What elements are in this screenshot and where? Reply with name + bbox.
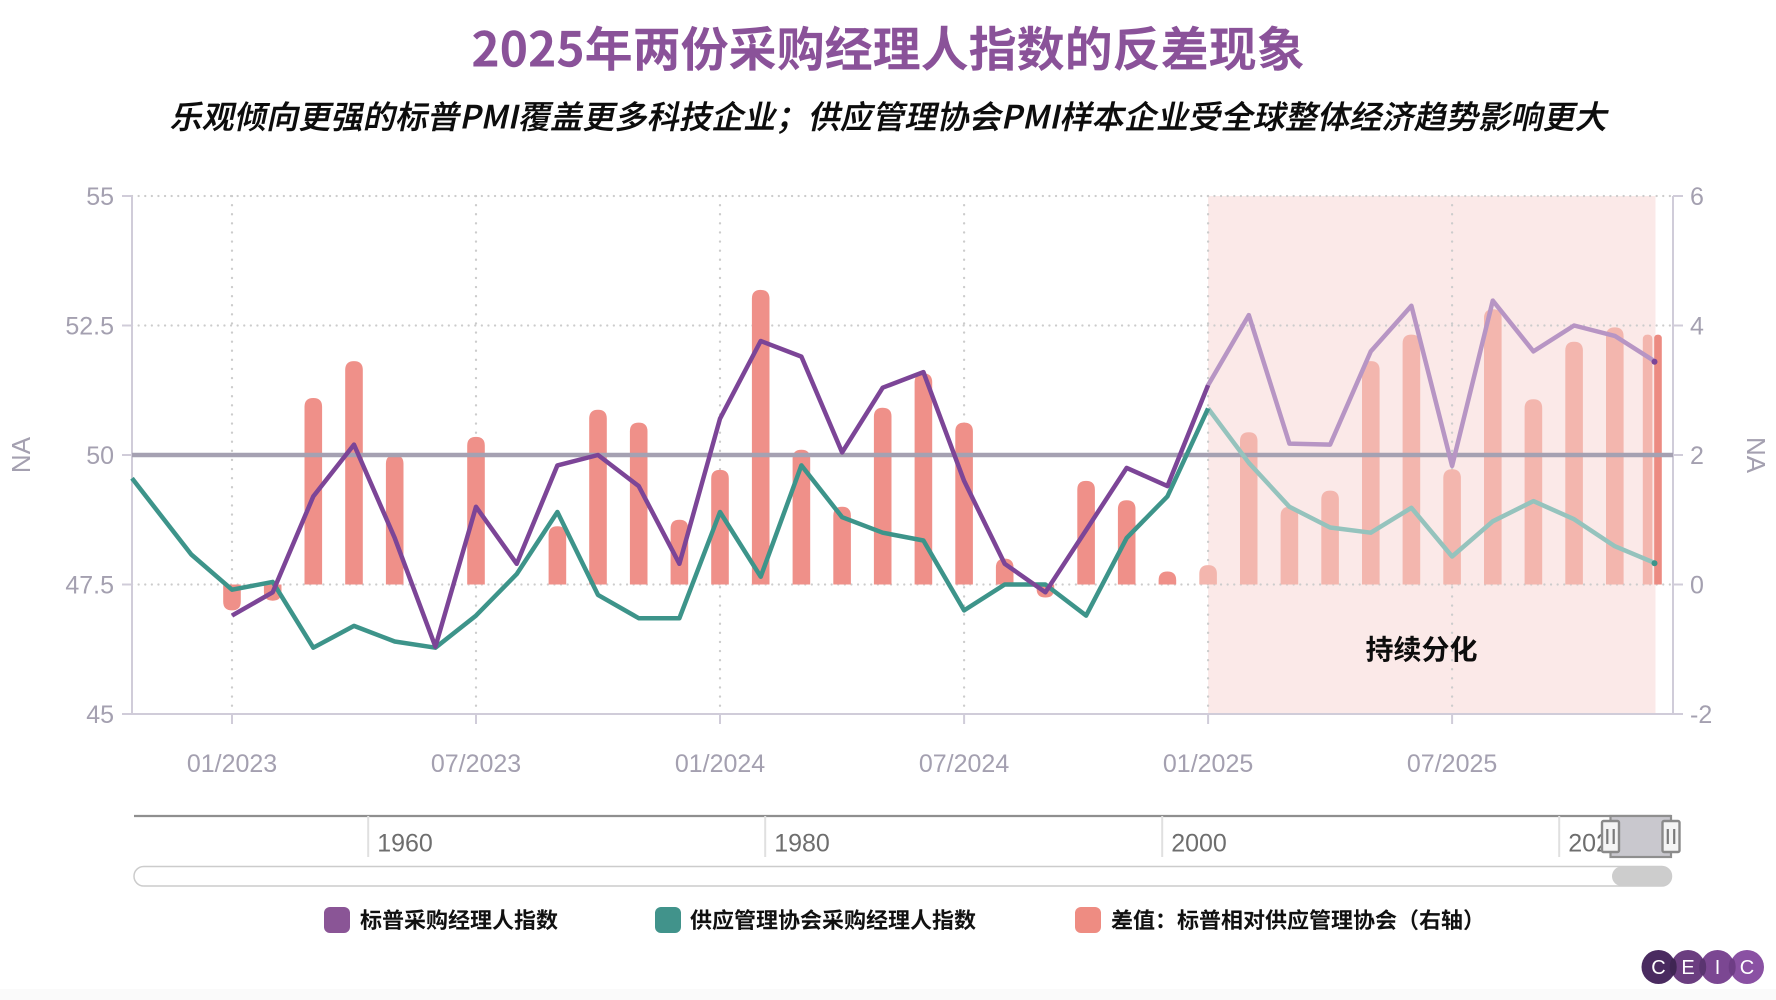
svg-text:2000: 2000 xyxy=(1171,830,1227,858)
svg-text:01/2024: 01/2024 xyxy=(675,750,765,778)
svg-text:07/2024: 07/2024 xyxy=(919,750,1009,778)
svg-text:C: C xyxy=(1651,957,1665,979)
svg-text:01/2025: 01/2025 xyxy=(1163,750,1253,778)
svg-text:55: 55 xyxy=(86,183,114,211)
svg-text:0: 0 xyxy=(1690,572,1704,600)
svg-text:1980: 1980 xyxy=(774,830,830,858)
svg-text:6: 6 xyxy=(1690,183,1704,211)
svg-text:01/2023: 01/2023 xyxy=(187,750,277,778)
svg-text:4: 4 xyxy=(1690,313,1704,341)
svg-text:NA: NA xyxy=(1741,437,1771,474)
svg-text:E: E xyxy=(1681,957,1694,979)
svg-text:47.5: 47.5 xyxy=(65,572,114,600)
svg-text:C: C xyxy=(1740,957,1754,979)
svg-text:I: I xyxy=(1715,957,1721,979)
svg-text:52.5: 52.5 xyxy=(65,313,114,341)
svg-text:07/2025: 07/2025 xyxy=(1407,750,1497,778)
svg-text:07/2023: 07/2023 xyxy=(431,750,521,778)
svg-text:45: 45 xyxy=(86,701,114,729)
svg-text:NA: NA xyxy=(6,436,36,473)
svg-text:-2: -2 xyxy=(1690,701,1712,729)
svg-text:1960: 1960 xyxy=(377,830,433,858)
svg-text:2: 2 xyxy=(1690,442,1704,470)
svg-text:50: 50 xyxy=(86,442,114,470)
